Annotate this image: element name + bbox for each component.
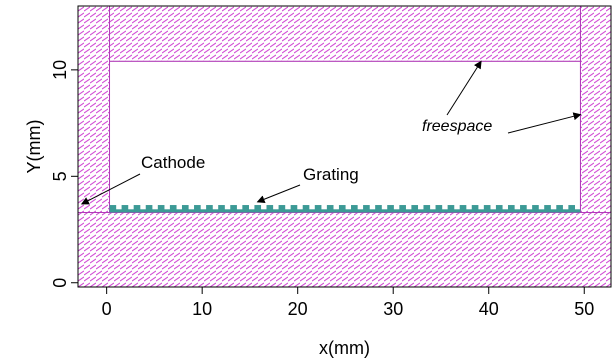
grating-tooth [532, 205, 539, 213]
freespace-arrow-top [446, 60, 482, 116]
grating-label: Grating [303, 165, 359, 184]
y-tick-label: 5 [50, 171, 70, 181]
grating-tooth [507, 205, 515, 213]
grating-tooth [181, 205, 189, 213]
pml-bottom-region [77, 211, 612, 288]
pml-top-region [109, 5, 581, 62]
grating [109, 205, 581, 213]
y-axis-label: Y(mm) [24, 120, 44, 174]
x-tick-label: 50 [574, 299, 594, 319]
cathode-arrow [80, 173, 141, 205]
grating-tooth [459, 205, 467, 213]
grating-tooth [326, 205, 334, 213]
x-tick-label: 40 [479, 299, 499, 319]
x-tick-label: 30 [383, 299, 403, 319]
grating-tooth [471, 205, 479, 213]
y-tick-label: 0 [50, 278, 70, 288]
grating-tooth [290, 205, 298, 213]
x-tick-label: 10 [192, 299, 212, 319]
grating-tooth [109, 205, 117, 213]
x-axis-label: x(mm) [319, 338, 370, 358]
grating-tooth [435, 205, 443, 213]
grating-tooth [423, 205, 431, 213]
plot-area [77, 5, 612, 288]
grating-tooth [169, 205, 177, 213]
annotations: Cathode Grating freespace [80, 60, 582, 205]
grating-tooth [399, 205, 406, 213]
plot-frame [77, 5, 612, 288]
grating-tooth [242, 205, 249, 213]
grating-tooth [230, 205, 237, 213]
x-axis: 0 10 20 30 40 50 [102, 287, 594, 319]
grating-tooth [375, 205, 382, 213]
grating-tooth [338, 205, 346, 213]
grating-tooth [266, 205, 274, 213]
x-tick-label: 0 [102, 299, 112, 319]
freespace-arrow-right [507, 112, 582, 134]
pml-left-region [77, 5, 111, 213]
y-tick-label: 10 [50, 60, 70, 80]
grating-tooth [302, 205, 310, 213]
y-axis: 0 5 10 [50, 60, 78, 288]
freespace-label: freespace [422, 118, 492, 135]
pml-right-region [579, 5, 612, 213]
grating-tooth [218, 205, 225, 213]
grating-tooth [483, 205, 491, 213]
grating-tooth [447, 205, 455, 213]
grating-tooth [495, 205, 503, 213]
grating-tooth [520, 205, 527, 213]
axes: 0 10 20 30 40 50 0 5 10 x(mm) Y(mm) [24, 5, 612, 358]
grating-tooth [544, 205, 551, 213]
freespace-region [109, 60, 581, 213]
grating-tooth [121, 205, 129, 213]
grating-tooth [568, 205, 576, 213]
grating-tooth [194, 205, 201, 213]
cathode-label: Cathode [141, 153, 205, 172]
grating-tooth [411, 205, 419, 213]
grating-tooth [314, 205, 322, 213]
grating-tooth [254, 205, 262, 213]
grating-tooth [351, 205, 358, 213]
grating-tooth [145, 205, 153, 213]
grating-tooth [157, 205, 165, 213]
grating-tooth [556, 205, 563, 213]
x-tick-label: 20 [288, 299, 308, 319]
grating-tooth [387, 205, 394, 213]
grating-tooth [206, 205, 213, 213]
grating-tooth [363, 205, 370, 213]
grating-tooth [278, 205, 286, 213]
grating-arrow [256, 184, 301, 203]
grating-tooth [133, 205, 141, 213]
